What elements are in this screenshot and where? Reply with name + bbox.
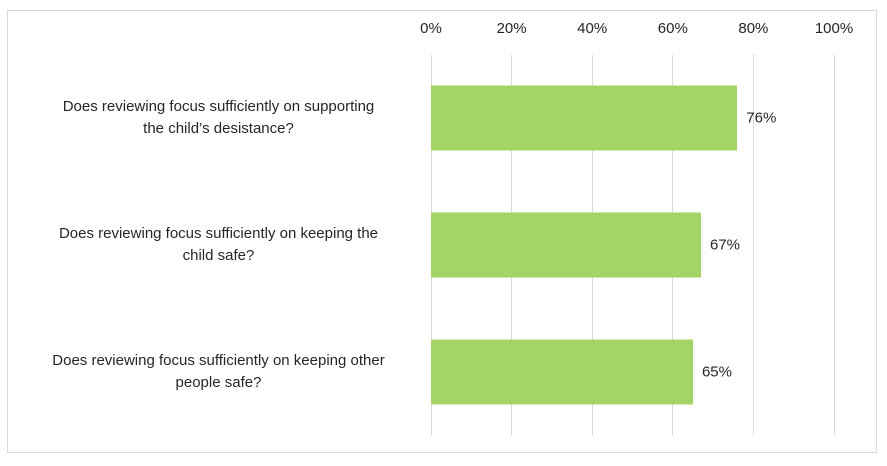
x-axis-tick-label: 0%	[420, 20, 442, 37]
x-axis-tick-label: 100%	[814, 20, 854, 37]
bar	[431, 85, 738, 151]
category-label: Does reviewing focus sufficiently on sup…	[62, 98, 375, 138]
chart-row: 76%	[431, 55, 834, 182]
bar	[431, 212, 701, 278]
category-axis: Does reviewing focus sufficiently on sup…	[12, 55, 425, 435]
bar	[431, 339, 693, 405]
x-axis-tick-label: 60%	[657, 20, 688, 37]
bar-value-label: 76%	[746, 109, 777, 127]
gridline	[752, 55, 754, 435]
x-axis-tick-label: 20%	[496, 20, 527, 37]
plot-area: 76% 67% 65%	[430, 55, 835, 435]
gridline	[833, 55, 835, 435]
chart-row: 67%	[431, 182, 834, 309]
bar-value-label: 67%	[710, 236, 741, 254]
chart-row: 65%	[431, 308, 834, 435]
x-axis-tick-label: 80%	[738, 20, 769, 37]
category-label: Does reviewing focus sufficiently on kee…	[58, 225, 379, 264]
category-label: Does reviewing focus sufficiently on kee…	[52, 351, 385, 391]
bar-rows: 76% 67% 65%	[431, 55, 834, 435]
bar-value-label: 65%	[701, 363, 732, 381]
x-axis-tick-label: 40%	[577, 20, 608, 37]
x-axis: 0% 20% 40% 60% 80% 100%	[420, 20, 853, 40]
